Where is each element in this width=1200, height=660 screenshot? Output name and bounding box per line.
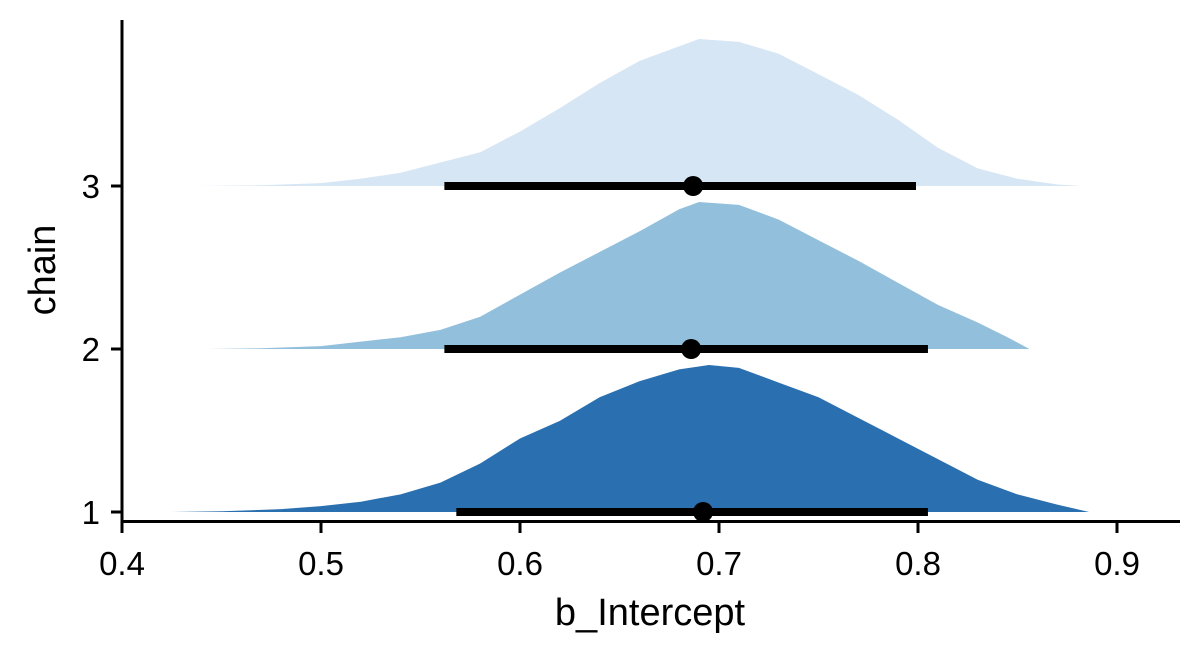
x-axis-title: b_Intercept	[555, 592, 746, 634]
x-tick-label: 0.5	[298, 545, 344, 582]
y-tick-label: 1	[82, 494, 100, 531]
x-tick-label: 0.6	[497, 545, 543, 582]
y-axis-title: chain	[22, 225, 64, 316]
x-tick-label: 0.4	[99, 545, 145, 582]
density-chain-2	[207, 202, 1030, 349]
x-tick-label: 0.9	[1094, 545, 1140, 582]
interval-layer	[444, 176, 928, 522]
density-chain-3	[195, 39, 1082, 186]
x-tick-label: 0.8	[895, 545, 941, 582]
x-axis-ticks: 0.4 0.5 0.6 0.7 0.8 0.9	[99, 523, 1140, 582]
point-estimate-chain-1	[693, 502, 714, 522]
point-estimate-chain-3	[683, 176, 704, 196]
y-tick-label: 3	[82, 168, 100, 205]
y-axis-ticks: 1 2 3	[82, 168, 122, 531]
y-tick-label: 2	[82, 331, 100, 368]
density-chain-1	[171, 365, 1090, 512]
point-estimate-chain-2	[681, 339, 702, 359]
density-layer	[171, 39, 1090, 512]
x-tick-label: 0.7	[696, 545, 742, 582]
